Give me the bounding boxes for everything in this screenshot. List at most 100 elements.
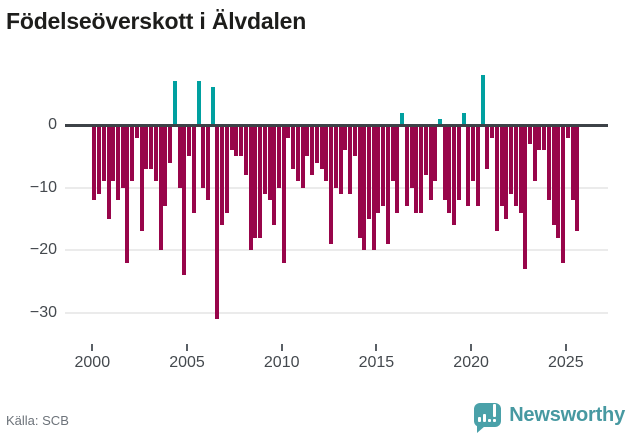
- x-axis-tick-label: 2000: [74, 354, 111, 371]
- bar: [234, 125, 239, 157]
- source-label: Källa: SCB: [6, 413, 69, 428]
- y-axis-tick-label: −30: [29, 303, 57, 321]
- bar: [509, 125, 513, 194]
- bar: [357, 125, 362, 238]
- bar: [385, 125, 390, 244]
- x-axis-tick-label: 2020: [453, 354, 489, 371]
- bar: [101, 125, 106, 182]
- bar: [438, 118, 442, 125]
- bar: [172, 81, 177, 125]
- x-axis-tick-label: 2015: [358, 354, 395, 371]
- bar: [248, 125, 253, 251]
- bar: [537, 125, 542, 150]
- bar: [187, 125, 191, 157]
- bar: [300, 125, 305, 188]
- x-axis-tick: [564, 344, 567, 351]
- bar: [205, 125, 210, 201]
- bar: [504, 125, 509, 219]
- bar: [338, 125, 343, 194]
- bar: [286, 125, 291, 138]
- bar: [281, 125, 286, 263]
- x-axis-tick: [470, 344, 473, 351]
- bar: [428, 125, 433, 201]
- bar: [352, 125, 357, 157]
- bar: [92, 125, 97, 201]
- bar: [239, 125, 244, 157]
- bar: [518, 125, 523, 213]
- bar: [575, 125, 580, 232]
- bar: [130, 125, 135, 182]
- bar: [475, 125, 480, 207]
- bar: [333, 125, 338, 188]
- bar: [153, 125, 158, 182]
- bar: [106, 125, 111, 219]
- bar: [433, 125, 438, 182]
- bar: [513, 125, 518, 207]
- bar: [527, 125, 532, 144]
- bar: [310, 125, 315, 176]
- bar: [404, 125, 409, 207]
- zero-axis-line: [65, 123, 608, 127]
- bar: [210, 87, 215, 125]
- bar: [272, 125, 277, 226]
- bar: [163, 125, 168, 207]
- page-title: Födelseöverskott i Älvdalen: [6, 8, 307, 34]
- bar: [362, 125, 367, 251]
- bar: [551, 125, 556, 226]
- bar: [158, 125, 163, 251]
- bar: [480, 74, 485, 125]
- bar: [134, 125, 139, 138]
- bar: [277, 125, 281, 188]
- bar: [423, 125, 428, 176]
- bar: [177, 125, 182, 188]
- bar: [291, 125, 296, 169]
- bar: [295, 125, 300, 182]
- x-axis-tick-label: 2025: [548, 354, 584, 371]
- bar: [376, 125, 381, 213]
- x-axis-tick-label: 2005: [169, 354, 205, 371]
- bar: [485, 125, 490, 169]
- bar: [97, 125, 101, 194]
- bar: [366, 125, 371, 219]
- bar: [144, 125, 149, 169]
- bar: [456, 125, 461, 201]
- bar: [546, 125, 551, 201]
- newsworthy-logo-icon: [474, 403, 502, 433]
- bar: [120, 125, 125, 188]
- bar: [324, 125, 329, 182]
- bar: [419, 125, 423, 213]
- x-axis-tick: [280, 344, 283, 351]
- bar: [116, 125, 120, 201]
- bar: [314, 125, 319, 163]
- bar: [329, 125, 334, 244]
- x-axis-tick: [186, 344, 188, 351]
- bar: [570, 125, 575, 201]
- bar: [395, 125, 400, 213]
- bar: [125, 125, 130, 263]
- bar: [523, 125, 528, 269]
- bar: [447, 125, 452, 213]
- bar: [224, 125, 229, 213]
- bar: [343, 125, 348, 150]
- bar: [139, 125, 144, 232]
- bar: [371, 125, 376, 251]
- bar: [381, 125, 386, 207]
- bar: [471, 125, 476, 182]
- bar: [461, 112, 466, 125]
- newsworthy-brand-link[interactable]: Newsworthy: [474, 400, 625, 433]
- bar: [556, 125, 561, 238]
- bar: [220, 125, 225, 226]
- x-axis-tick-label: 2010: [263, 354, 300, 371]
- bar: [466, 125, 471, 207]
- bar: [452, 125, 457, 226]
- y-axis-tick-label: 0: [48, 116, 57, 133]
- bar: [490, 125, 494, 138]
- bar: [196, 81, 201, 125]
- bar: [390, 125, 395, 182]
- bar: [305, 125, 310, 157]
- bar: [111, 125, 116, 182]
- x-axis-tick: [375, 344, 378, 351]
- gridline: [65, 249, 608, 252]
- x-axis-tick: [91, 344, 94, 351]
